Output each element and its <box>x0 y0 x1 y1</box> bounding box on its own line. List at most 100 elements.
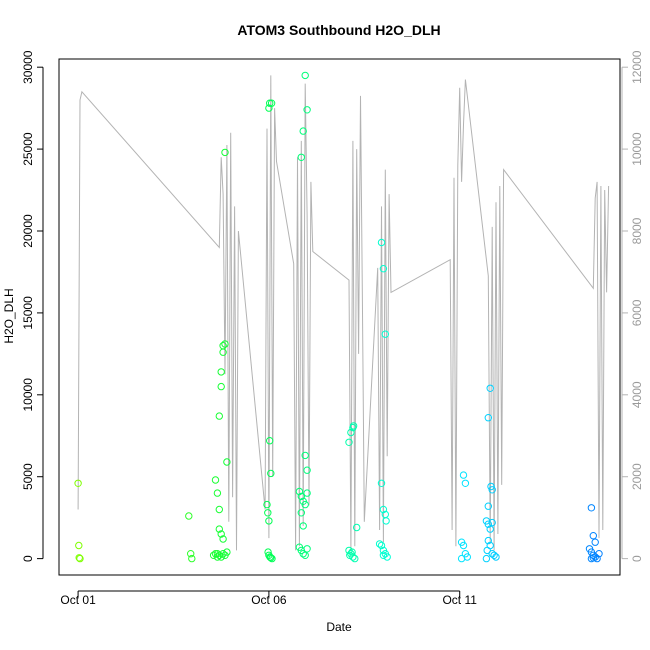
x-tick-label: Oct 06 <box>251 593 287 607</box>
data-point <box>268 554 276 563</box>
data-point <box>215 412 224 420</box>
data-point <box>383 553 391 561</box>
data-point <box>221 340 229 348</box>
data-point <box>187 550 195 558</box>
secondary-series-line <box>77 75 610 551</box>
data-point <box>297 509 305 517</box>
data-point <box>299 550 307 558</box>
y2-tick-label: 6000 <box>630 299 644 326</box>
data-point <box>75 541 83 550</box>
data-point <box>215 525 224 533</box>
data-point <box>295 487 304 496</box>
data-point <box>223 548 231 556</box>
axis-layer: 0 5000 10000 15000 20000 25000 30000 0 2000 4000 6… <box>21 50 644 607</box>
y-tick-label: 0 <box>21 555 35 562</box>
chart-title: ATOM3 Southbound H2O_DLH <box>237 22 440 38</box>
y-tick-label: 20000 <box>21 214 35 248</box>
data-point <box>587 554 596 563</box>
data-point <box>347 428 355 437</box>
data-point <box>301 451 309 460</box>
data-point <box>221 148 229 157</box>
data-point <box>593 554 601 563</box>
data-point <box>301 551 309 559</box>
data-point <box>299 127 307 135</box>
data-point <box>375 540 384 548</box>
data-point <box>219 342 227 350</box>
y2-tick-label: 0 <box>630 555 644 562</box>
y2-tick-label: 2000 <box>630 463 644 490</box>
data-point <box>267 469 275 478</box>
data-point <box>213 553 222 561</box>
data-point <box>492 553 500 561</box>
data-point <box>209 551 218 559</box>
y-tick-label: 5000 <box>21 463 35 490</box>
data-point <box>266 553 274 561</box>
y2-tick-label: 12000 <box>630 50 644 84</box>
data-point <box>381 330 389 338</box>
y-tick-label: 30000 <box>21 50 35 84</box>
data-point <box>217 382 225 391</box>
data-point <box>379 265 388 273</box>
data-point <box>591 538 599 546</box>
y-tick-label: 15000 <box>21 296 35 330</box>
data-point <box>303 466 311 474</box>
data-point <box>459 471 468 479</box>
data-point <box>301 71 309 80</box>
data-point <box>219 535 227 543</box>
data-point <box>217 368 225 376</box>
data-point <box>351 554 359 563</box>
data-point <box>484 414 492 422</box>
y-tick-label: 10000 <box>21 378 35 412</box>
data-point <box>595 550 603 558</box>
data-point <box>487 482 495 491</box>
data-point <box>382 517 390 525</box>
data-point <box>589 532 597 540</box>
data-point <box>297 153 305 162</box>
data-point <box>345 438 353 446</box>
y2-tick-label: 4000 <box>630 381 644 408</box>
data-point <box>587 504 596 512</box>
data-point <box>379 505 388 514</box>
data-point <box>267 554 275 562</box>
plot-layer <box>74 71 610 563</box>
y2-tick-label: 10000 <box>630 132 644 166</box>
data-point <box>484 502 492 510</box>
data-point <box>377 238 386 247</box>
data-point <box>377 541 386 550</box>
data-point <box>297 492 305 501</box>
data-point <box>213 489 222 497</box>
y-tick-label: 25000 <box>21 132 35 166</box>
data-point <box>488 486 496 494</box>
data-point <box>486 384 494 392</box>
y2-tick-label: 8000 <box>630 217 644 244</box>
plot-frame <box>58 58 621 576</box>
data-point <box>459 541 468 550</box>
data-point <box>349 422 358 430</box>
data-point <box>348 548 356 556</box>
x-tick-label: Oct 01 <box>60 593 96 607</box>
data-point <box>219 550 227 558</box>
data-point <box>217 530 225 538</box>
x-axis-label: Date <box>326 620 352 634</box>
data-point <box>379 551 388 559</box>
data-point <box>223 458 231 466</box>
data-point <box>490 551 498 559</box>
data-point <box>483 546 491 555</box>
data-point <box>75 554 83 562</box>
data-point <box>377 479 386 487</box>
data-point <box>267 99 276 107</box>
data-point <box>185 512 193 520</box>
data-point <box>484 520 492 528</box>
data-point <box>76 554 84 563</box>
data-point <box>188 554 196 563</box>
data-point <box>457 554 466 563</box>
data-point <box>266 99 274 107</box>
data-point <box>301 500 309 509</box>
data-point <box>266 437 274 445</box>
data-point <box>215 551 224 559</box>
data-point <box>215 505 224 514</box>
data-point <box>484 536 492 545</box>
data-point <box>353 523 361 532</box>
x-tick-label: Oct 11 <box>442 593 477 607</box>
